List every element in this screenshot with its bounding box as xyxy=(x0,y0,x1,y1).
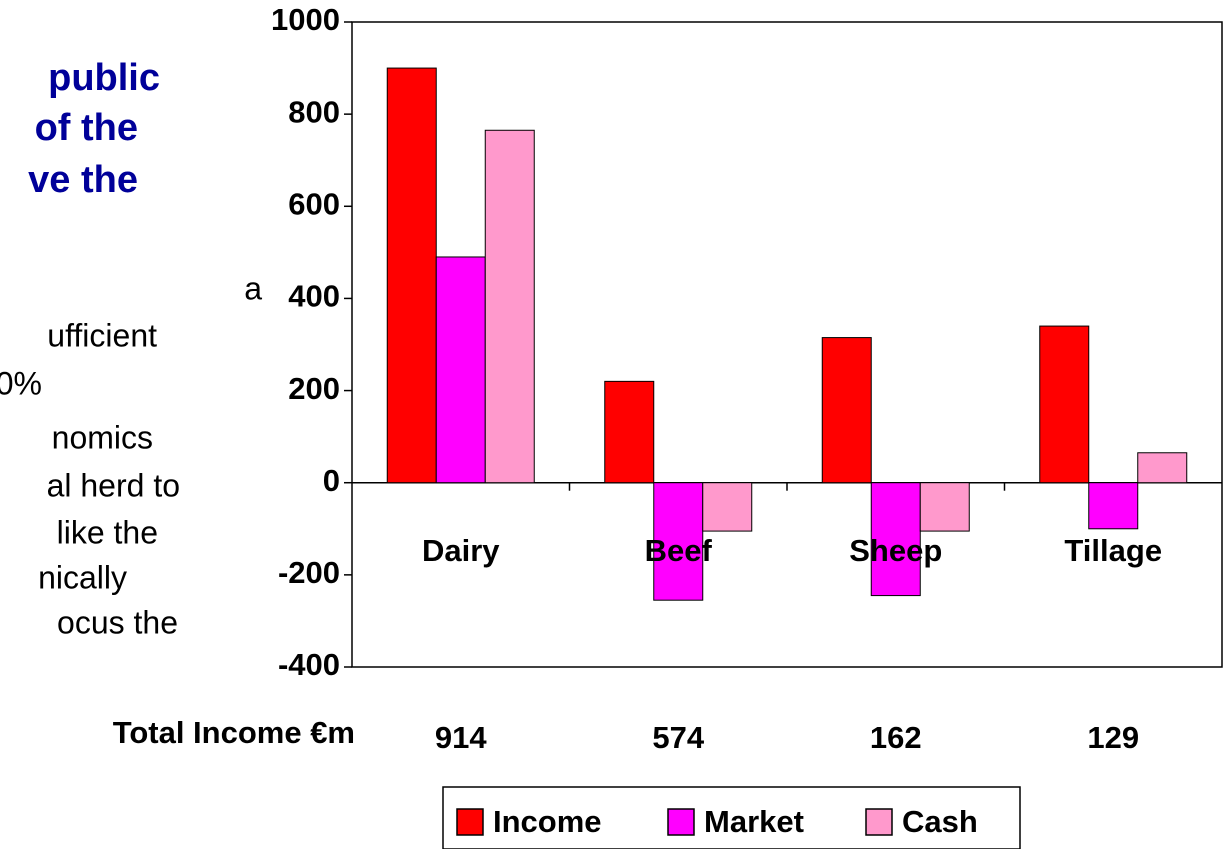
body-line: al herd to xyxy=(47,467,180,503)
y-tick-label: 1000 xyxy=(271,2,340,37)
legend-box xyxy=(442,786,1021,849)
total-income-value: 574 xyxy=(652,720,704,755)
heading-line: ve the xyxy=(28,159,138,201)
bar xyxy=(919,482,970,532)
legend-swatch xyxy=(865,808,893,836)
legend-swatch xyxy=(456,808,484,836)
bar xyxy=(484,129,535,484)
body-line: nomics xyxy=(52,419,153,455)
heading-line: public xyxy=(48,57,160,99)
y-tick-label: -400 xyxy=(278,647,340,682)
y-tick-label: 800 xyxy=(288,94,340,129)
body-line: like the xyxy=(57,514,158,550)
bar xyxy=(821,337,872,484)
y-tick-label: 400 xyxy=(288,279,340,314)
bar xyxy=(1137,452,1188,484)
total-income-value: 162 xyxy=(870,720,922,755)
bar xyxy=(604,380,655,484)
bar xyxy=(1039,325,1090,484)
y-tick-label: 0 xyxy=(323,463,340,498)
body-line: ufficient xyxy=(47,317,157,353)
bar xyxy=(702,482,753,532)
body-line: 0% xyxy=(0,365,42,401)
body-line: nically xyxy=(38,559,127,595)
body-line: a xyxy=(244,270,262,306)
legend-label: Market xyxy=(704,804,804,839)
bar xyxy=(1088,482,1139,530)
bar xyxy=(870,482,921,597)
total-income-value: 914 xyxy=(435,720,487,755)
bar xyxy=(386,67,437,484)
total-income-value: 129 xyxy=(1087,720,1139,755)
x-tick-label: Beef xyxy=(645,533,713,568)
legend-swatch xyxy=(667,808,695,836)
y-tick-label: -200 xyxy=(278,555,340,590)
heading-line: of the xyxy=(35,107,138,149)
y-tick-label: 600 xyxy=(288,186,340,221)
bar xyxy=(653,482,704,601)
legend-label: Income xyxy=(493,804,602,839)
y-tick-label: 200 xyxy=(288,371,340,406)
bar xyxy=(435,256,486,484)
x-tick-label: Tillage xyxy=(1064,533,1162,568)
total-income-label: Total Income €m xyxy=(113,715,355,750)
legend-label: Cash xyxy=(902,804,978,839)
x-tick-label: Dairy xyxy=(422,533,500,568)
x-tick-label: Sheep xyxy=(849,533,942,568)
body-line: ocus the xyxy=(57,604,178,640)
